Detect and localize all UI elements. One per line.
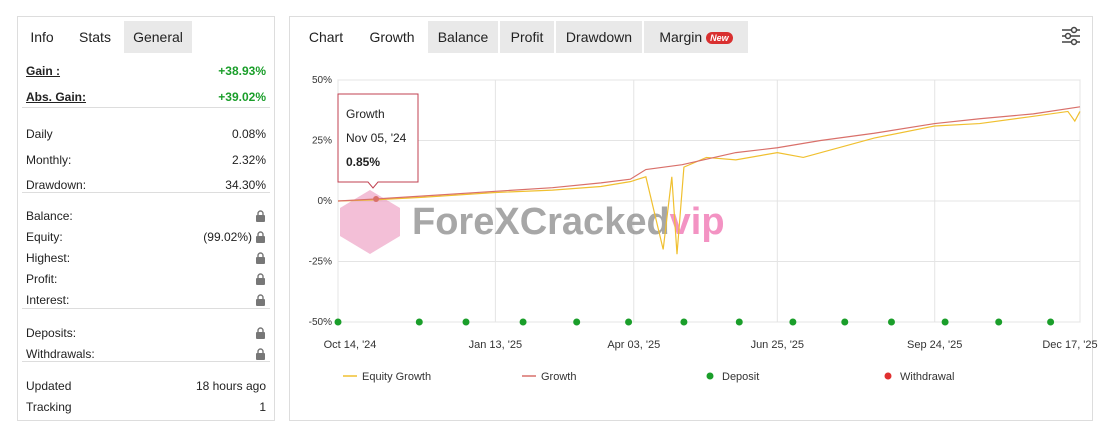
tab-label: Growth — [369, 29, 415, 45]
stat-row: Equity: (99.02%) — [26, 228, 266, 246]
tab[interactable]: Chart — [296, 21, 356, 53]
tab[interactable]: Balance — [428, 21, 498, 53]
separator — [22, 107, 270, 108]
stat-value: 0.08% — [231, 127, 266, 141]
lock-icon — [256, 273, 265, 285]
lock-icon — [256, 294, 265, 306]
tab[interactable]: General — [124, 21, 192, 53]
separator — [22, 308, 270, 309]
stat-value: 18 hours ago — [195, 379, 266, 393]
stat-row: Profit: — [26, 270, 266, 288]
stat-row: Withdrawals: — [26, 345, 266, 363]
lock-icon — [256, 252, 265, 264]
stat-row: Interest: — [26, 291, 266, 309]
stat-value: 1 — [259, 400, 266, 414]
stat-label: Daily — [26, 127, 53, 141]
stat-row: Updated 18 hours ago — [26, 377, 266, 395]
chart-panel: Chart Growth Balance Profit Drawdown Margin Ne… — [289, 16, 1093, 421]
separator — [22, 192, 270, 193]
stat-value: (99.02%) — [203, 230, 252, 244]
stat-row: Deposits: — [26, 324, 266, 342]
stat-label: Abs. Gain: — [26, 90, 87, 104]
stat-label: Gain : — [26, 64, 61, 78]
lock-icon — [256, 210, 265, 222]
stat-label: Withdrawals: — [26, 347, 95, 361]
tab-label: Chart — [308, 29, 344, 45]
settings-icon[interactable] — [1060, 25, 1082, 47]
stat-label: Profit: — [26, 272, 58, 286]
tab-label: Profit — [510, 29, 544, 45]
stat-label: Monthly: — [26, 153, 72, 167]
stat-label: Drawdown: — [26, 178, 87, 192]
lock-icon — [256, 327, 265, 339]
stat-row: Monthly: 2.32% — [26, 151, 266, 169]
stat-label: Equity: — [26, 230, 63, 244]
stat-label: Tracking — [26, 400, 72, 414]
stat-row: Daily 0.08% — [26, 125, 266, 143]
stat-row: Highest: — [26, 249, 266, 267]
stat-value: 34.30% — [225, 178, 266, 192]
stats-panel: Info Stats General Gain : +38.93% Abs. Gain: +… — [17, 16, 275, 421]
stat-label: Deposits: — [26, 326, 77, 340]
stat-row: Balance: — [26, 207, 266, 225]
stat-label: Interest: — [26, 293, 70, 307]
badge: New — [706, 32, 733, 44]
stat-label: Updated — [26, 379, 72, 393]
tab[interactable]: Profit — [500, 21, 554, 53]
stat-value: 2.32% — [231, 153, 266, 167]
stat-label: Highest: — [26, 251, 71, 265]
tab[interactable]: Margin New — [644, 21, 748, 53]
stat-row: Drawdown: 34.30% — [26, 176, 266, 194]
stat-value: +38.93% — [218, 64, 266, 78]
separator — [22, 361, 270, 362]
stat-row: Abs. Gain: +39.02% — [26, 88, 266, 106]
tab-label: Drawdown — [565, 29, 633, 45]
stat-value: +39.02% — [218, 90, 266, 104]
tab-label: Margin — [659, 29, 703, 45]
stat-row: Gain : +38.93% — [26, 62, 266, 80]
stat-row: Tracking 1 — [26, 398, 266, 416]
lock-icon — [256, 231, 265, 243]
tab[interactable]: Drawdown — [556, 21, 642, 53]
tab-label: Balance — [437, 29, 489, 45]
tab[interactable]: Info — [30, 29, 54, 45]
stat-label: Balance: — [26, 209, 73, 223]
tab[interactable]: Growth — [358, 21, 426, 53]
tab[interactable]: Stats — [66, 21, 124, 53]
lock-icon — [256, 348, 265, 360]
